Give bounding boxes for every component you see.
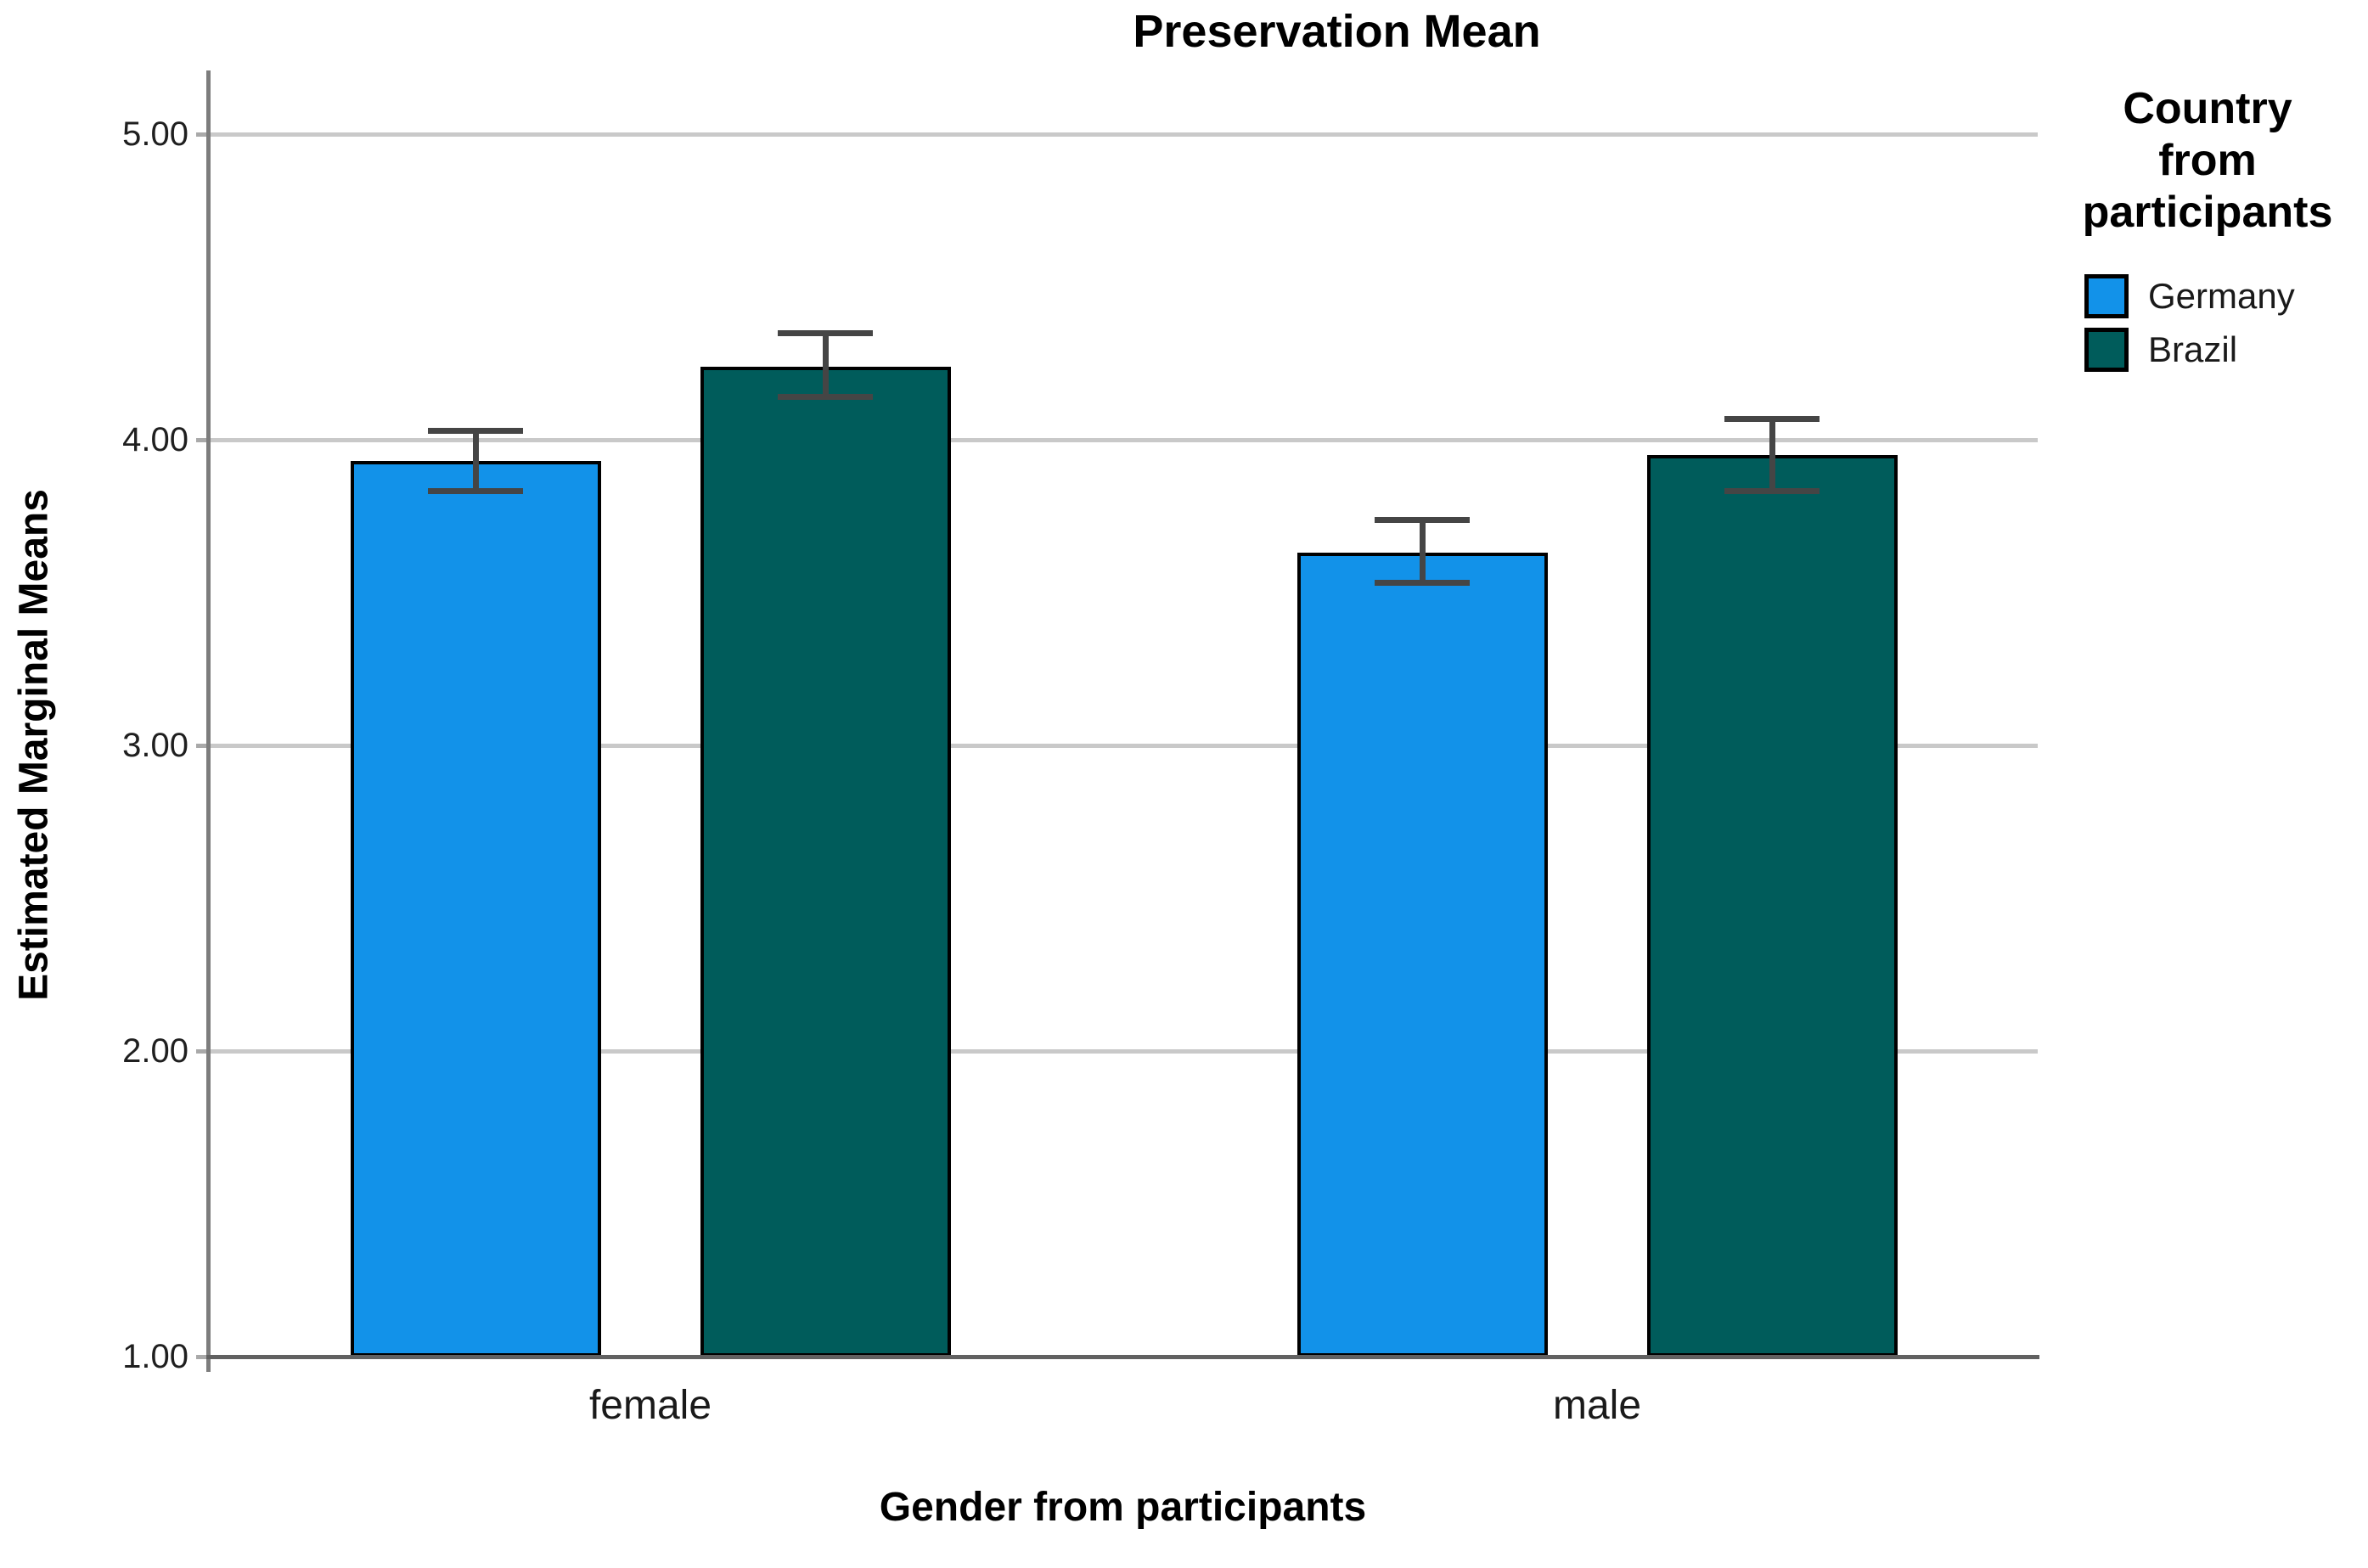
error-bar-cap-bottom-germany-female <box>428 488 523 495</box>
legend-swatch-germany <box>2084 274 2129 318</box>
y-tick-label: 5.00 <box>122 115 188 153</box>
error-bar-cap-bottom-brazil-female <box>778 393 873 400</box>
y-tick-label: 1.00 <box>122 1338 188 1375</box>
y-tick-label: 2.00 <box>122 1032 188 1070</box>
error-bar-stem-brazil-male <box>1769 418 1775 492</box>
bar-germany-female <box>350 461 601 1357</box>
error-bar-cap-top-germany-male <box>1375 516 1470 523</box>
error-bar-cap-top-germany-female <box>428 428 523 435</box>
legend-title: Country from participants <box>2055 83 2360 239</box>
y-tick-label: 4.00 <box>122 421 188 458</box>
y-tick-mark-5.00 <box>196 132 208 137</box>
x-tick-label-female: female <box>588 1383 712 1428</box>
y-tick-mark-2.00 <box>196 1049 208 1054</box>
legend-label-brazil: Brazil <box>2148 329 2238 369</box>
error-bar-stem-brazil-female <box>822 333 829 397</box>
y-tick-label: 3.00 <box>122 727 188 764</box>
y-axis-line <box>206 70 211 1372</box>
error-bar-cap-bottom-brazil-male <box>1724 488 1820 495</box>
gridline-3.00 <box>208 744 2038 748</box>
error-bar-cap-top-brazil-female <box>778 330 873 336</box>
legend-title-line: participants <box>2082 188 2333 237</box>
bar-brazil-male <box>1646 455 1898 1357</box>
gridline-5.00 <box>208 132 2038 137</box>
chart-title: Preservation Mean <box>1133 6 1541 57</box>
x-tick-label-male: male <box>1552 1383 1642 1428</box>
y-tick-mark-3.00 <box>196 744 208 748</box>
error-bar-cap-bottom-germany-male <box>1375 580 1470 587</box>
y-tick-mark-1.00 <box>196 1355 208 1359</box>
legend-label-germany: Germany <box>2148 276 2295 316</box>
legend-swatch-brazil <box>2084 328 2129 372</box>
y-tick-mark-4.00 <box>196 438 208 442</box>
gridline-4.00 <box>208 438 2038 442</box>
error-bar-stem-germany-male <box>1419 519 1426 584</box>
gridline-2.00 <box>208 1049 2038 1054</box>
x-axis-line <box>206 1355 2039 1359</box>
bar-germany-male <box>1296 553 1548 1357</box>
error-bar-cap-top-brazil-male <box>1724 415 1820 422</box>
x-axis-title: Gender from participants <box>879 1485 1367 1530</box>
legend-title-line: from <box>2158 136 2257 185</box>
error-bar-stem-germany-female <box>472 430 479 492</box>
legend-title-line: Country <box>2123 84 2292 133</box>
bar-brazil-female <box>700 366 951 1357</box>
